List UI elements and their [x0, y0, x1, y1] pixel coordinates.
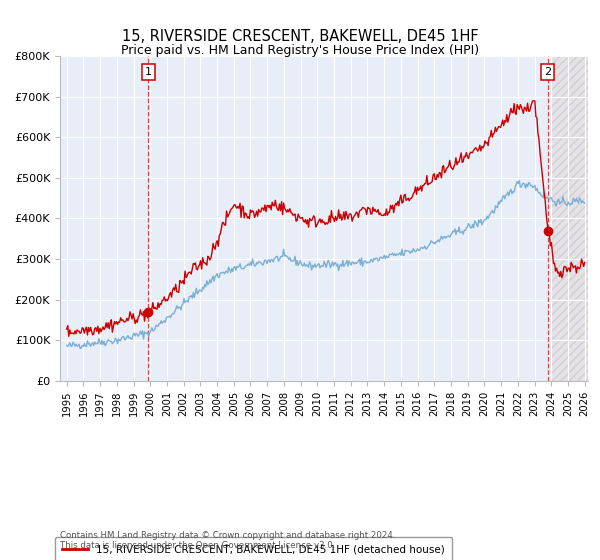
Text: Contains HM Land Registry data © Crown copyright and database right 2024.
This d: Contains HM Land Registry data © Crown c…	[60, 531, 395, 550]
Text: 1: 1	[145, 67, 152, 77]
Bar	[551, 56, 588, 381]
Legend: 15, RIVERSIDE CRESCENT, BAKEWELL, DE45 1HF (detached house), HPI: Average price,: 15, RIVERSIDE CRESCENT, BAKEWELL, DE45 1…	[55, 537, 452, 560]
Text: 2: 2	[544, 67, 551, 77]
Text: 15, RIVERSIDE CRESCENT, BAKEWELL, DE45 1HF: 15, RIVERSIDE CRESCENT, BAKEWELL, DE45 1…	[122, 29, 478, 44]
Text: Price paid vs. HM Land Registry's House Price Index (HPI): Price paid vs. HM Land Registry's House …	[121, 44, 479, 57]
